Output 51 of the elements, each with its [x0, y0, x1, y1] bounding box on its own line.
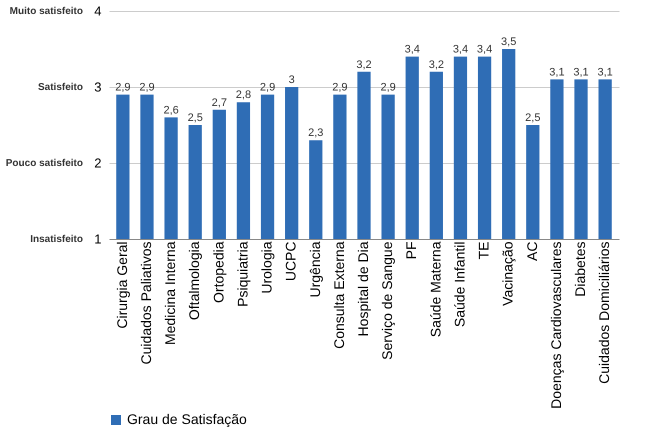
x-tick-label: Cirurgia Geral	[114, 242, 130, 329]
data-label: 2,6	[163, 104, 179, 116]
x-tick-label: Urologia	[258, 241, 275, 294]
x-tick-label: Medicina Interna	[162, 241, 178, 346]
data-label: 2,9	[332, 82, 348, 94]
data-label: 3,2	[428, 58, 444, 71]
text: Insatisfeito	[30, 234, 83, 245]
y-tick-label: 2	[94, 156, 102, 170]
x-tick-label: Cuidados Paliativos	[138, 242, 154, 364]
x-tick-label: TE	[476, 242, 492, 260]
data-label: 2,9	[260, 82, 276, 94]
data-label: 2,3	[308, 127, 324, 140]
x-tick-label: Saúde Materna	[427, 241, 444, 338]
y-tick-label: 3	[94, 80, 102, 94]
x-tick-label: Urgência	[306, 241, 323, 298]
data-label: 2,9	[139, 82, 155, 94]
data-label: 3	[288, 74, 295, 86]
data-label: 3,5	[501, 36, 516, 48]
legend-label: Grau de Satisfação	[127, 411, 248, 427]
data-label: 2,9	[115, 82, 131, 94]
data-label: 3,2	[356, 58, 372, 71]
data-label: 2,5	[525, 112, 540, 124]
data-label: 3,4	[476, 44, 492, 56]
data-label: 3,1	[597, 66, 613, 78]
data-label: 3,1	[573, 66, 589, 78]
text: Satisfeito	[38, 82, 83, 93]
x-tick-label: Ortopedia	[210, 241, 226, 303]
x-tick-label: Oftalmologia	[186, 241, 202, 320]
data-label: 3,1	[549, 66, 565, 78]
text: Muito satisfeito	[10, 6, 83, 17]
x-tick-label: Doenças Cardiovasculares	[548, 242, 564, 409]
data-label: 2,8	[236, 89, 252, 102]
x-tick-label: Vacinação	[500, 241, 516, 306]
data-label: 3,4	[452, 44, 468, 56]
x-tick-label: Psiquiatria	[234, 241, 250, 307]
x-tick-label: Hospital de Dia	[355, 241, 371, 336]
x-tick-label: Consulta Externa	[330, 241, 347, 349]
data-label: 2,9	[380, 82, 396, 94]
x-tick-label: Serviço de Sangue	[379, 241, 396, 360]
x-tick-label: Cuidados Domiciliários	[596, 242, 612, 384]
data-label: 3,4	[404, 44, 420, 56]
x-tick-label: UCPC	[282, 242, 299, 282]
x-tick-label: Saúde Infantil	[451, 242, 468, 328]
x-tick-label: Diabetes	[572, 242, 588, 297]
data-label: 2,5	[188, 112, 203, 124]
x-tick-label: PF	[403, 242, 420, 260]
text: Pouco satisfeito	[6, 158, 83, 169]
data-label: 2,7	[212, 96, 227, 109]
y-tick-label: 4	[94, 4, 102, 18]
x-tick-label: AC	[524, 242, 540, 261]
y-tick-label: 1	[94, 232, 102, 246]
